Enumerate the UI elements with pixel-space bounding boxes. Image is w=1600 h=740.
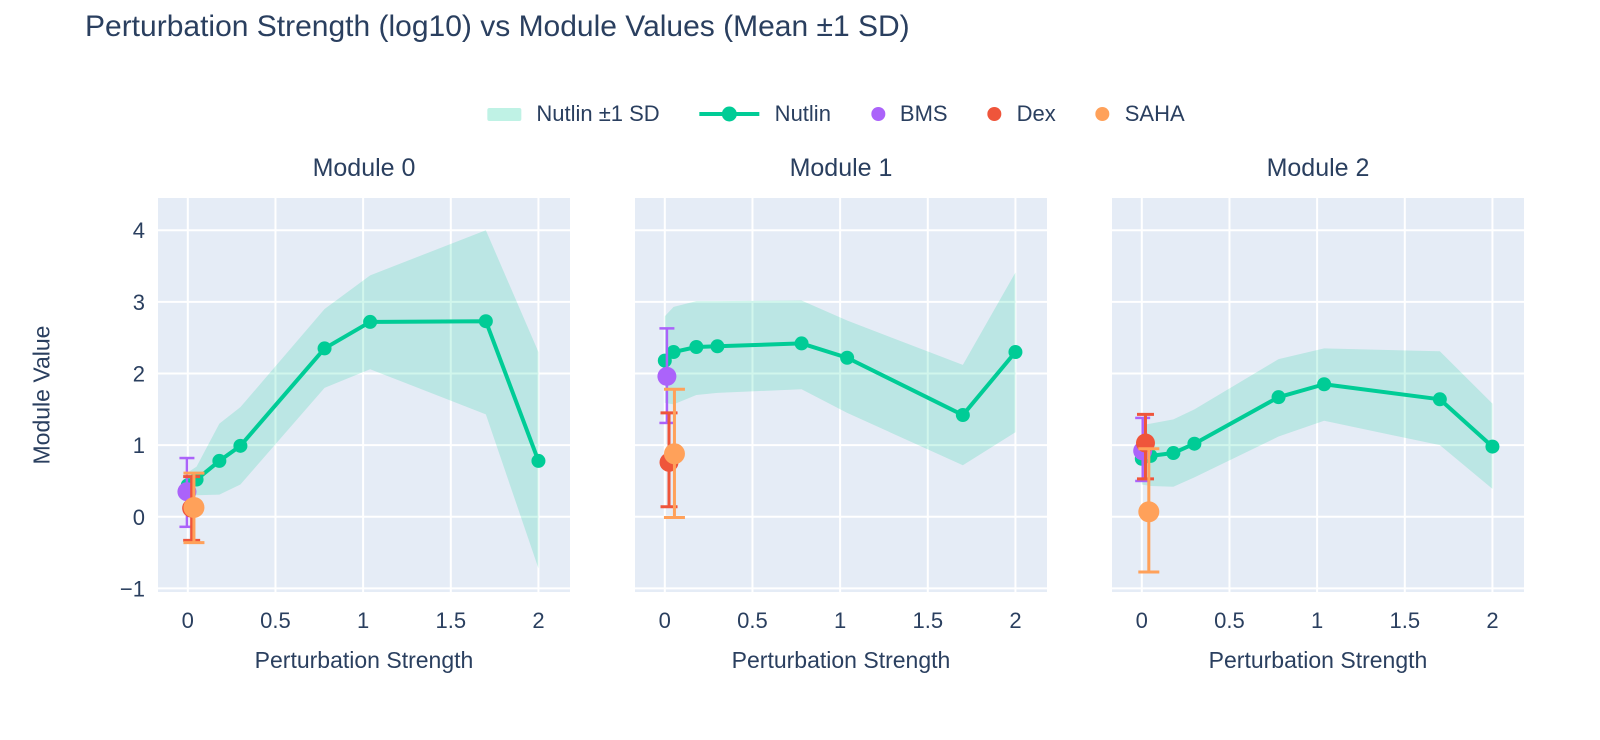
dot-swatch-dex-icon: [987, 107, 1002, 121]
x-tick-label: 2: [1486, 608, 1498, 633]
x-tick-label: 2: [1009, 608, 1021, 633]
x-tick-label: 0: [659, 608, 671, 633]
legend-item-bms[interactable]: BMS: [870, 101, 948, 127]
nutlin-marker: [1166, 446, 1181, 461]
line-swatch-icon: [699, 106, 760, 122]
x-tick-label: 1.5: [1389, 608, 1420, 633]
legend-label-bms: BMS: [899, 101, 948, 126]
nutlin-marker: [840, 350, 855, 365]
legend: Nutlin ±1 SD Nutlin BMS Dex SAHA: [487, 101, 1185, 127]
plot-canvas-module-1[interactable]: 0 0.5 1 1.5 2 Perturbation Strength: [635, 198, 1047, 673]
figure-title: Perturbation Strength (log10) vs Module …: [85, 10, 910, 43]
plot-canvas-module-2[interactable]: 0 0.5 1 1.5 2 Perturbation Strength: [1112, 198, 1524, 673]
x-tick-label: 0.5: [260, 608, 291, 633]
nutlin-marker: [794, 336, 809, 351]
nutlin-marker: [1432, 392, 1447, 407]
plot-canvas-module-0[interactable]: 0 0.5 1 1.5 2 −1 0 1 2 3 4 Perturbation Strength: [120, 198, 570, 673]
legend-label-nutlin: Nutlin: [774, 101, 831, 126]
nutlin-marker: [1008, 345, 1023, 360]
nutlin-marker: [317, 341, 332, 356]
nutlin-marker: [233, 438, 248, 453]
nutlin-marker: [710, 339, 725, 354]
nutlin-marker: [657, 353, 672, 368]
x-tick-label: 0: [1136, 608, 1148, 633]
y-tick-label: 0: [133, 505, 145, 530]
x-tick-label: 1: [1311, 608, 1323, 633]
x-tick-label: 1: [357, 608, 369, 633]
x-axis-title-module-0: Perturbation Strength: [255, 647, 474, 673]
nutlin-marker: [478, 314, 493, 329]
legend-item-nutlin[interactable]: Nutlin: [699, 101, 831, 127]
y-tick-label: 2: [133, 362, 145, 387]
legend-label-dex: Dex: [1016, 101, 1056, 126]
x-tick-label: 1: [834, 608, 846, 633]
nutlin-marker: [1271, 390, 1286, 405]
x-tick-label: 1.5: [435, 608, 466, 633]
legend-item-dex[interactable]: Dex: [987, 101, 1056, 127]
legend-item-saha[interactable]: SAHA: [1095, 101, 1185, 127]
scatter-saha: [1138, 447, 1160, 574]
nutlin-marker: [363, 314, 378, 329]
y-tick-label: 1: [133, 433, 145, 458]
subplot-module-0: Module 0 0 0.5 1 1.5 2 −1 0 1 2 3 4 Perturbation S…: [120, 154, 570, 673]
x-tick-label: 2: [532, 608, 544, 633]
nutlin-marker: [955, 408, 970, 423]
nutlin-marker: [1317, 377, 1332, 392]
nutlin-marker: [531, 453, 546, 468]
x-tick-label: 0.5: [737, 608, 768, 633]
scatter-saha: [183, 471, 205, 545]
legend-label-saha: SAHA: [1124, 101, 1185, 126]
legend-label-nutlin-band: Nutlin ±1 SD: [536, 101, 660, 126]
nutlin-sd-band: [187, 230, 539, 569]
x-tick-label: 0: [182, 608, 194, 633]
nutlin-sd-band: [1141, 348, 1493, 489]
x-axis-title-module-2: Perturbation Strength: [1209, 647, 1428, 673]
scatter-bms: [657, 327, 677, 425]
y-tick-label: 4: [133, 218, 145, 243]
dot-swatch-bms-icon: [870, 107, 885, 121]
nutlin-marker: [1485, 439, 1500, 454]
y-tick-label: 3: [133, 290, 145, 315]
legend-item-nutlin-band[interactable]: Nutlin ±1 SD: [487, 101, 660, 127]
nutlin-marker: [689, 340, 704, 355]
nutlin-marker: [1187, 436, 1202, 451]
scatter-saha: [663, 387, 685, 519]
nutlin-sd-band: [664, 272, 1016, 466]
x-axis-title-module-1: Perturbation Strength: [732, 647, 951, 673]
subplot-title-module-1: Module 1: [789, 154, 893, 182]
y-tick-label: −1: [120, 576, 145, 601]
subplot-module-1: Module 1 0 0.5 1 1.5 2 Perturbation Strength: [635, 154, 1047, 673]
nutlin-marker: [666, 345, 681, 360]
subplot-module-2: Module 2 0 0.5 1 1.5 2 Perturbation Strength: [1112, 154, 1524, 673]
subplot-title-module-2: Module 2: [1266, 154, 1370, 182]
x-tick-label: 0.5: [1214, 608, 1245, 633]
x-tick-label: 1.5: [912, 608, 943, 633]
y-axis-title: Module Value: [28, 325, 55, 465]
nutlin-marker: [212, 453, 227, 468]
band-swatch-icon: [487, 107, 522, 121]
dot-swatch-saha-icon: [1095, 107, 1110, 121]
subplot-title-module-0: Module 0: [312, 154, 416, 182]
